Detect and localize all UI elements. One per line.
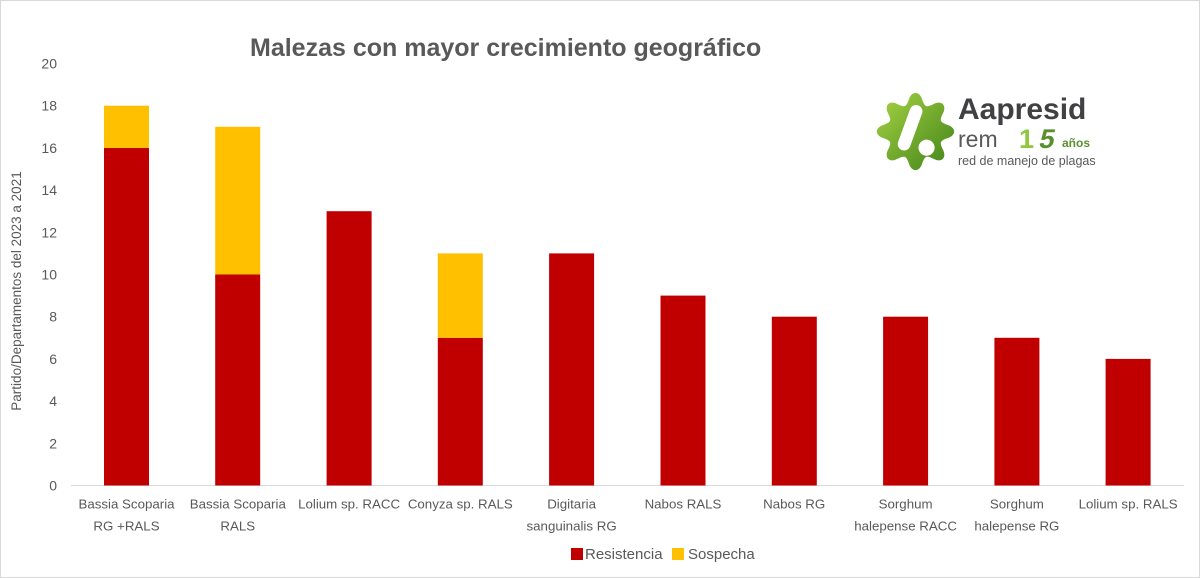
svg-text:rem: rem	[958, 126, 998, 152]
svg-text:halepense RACC: halepense RACC	[854, 519, 957, 534]
svg-text:12: 12	[41, 224, 57, 240]
svg-text:1: 1	[1019, 124, 1034, 154]
svg-text:0: 0	[49, 478, 57, 494]
svg-text:4: 4	[49, 393, 57, 409]
svg-text:Bassia Scoparia: Bassia Scoparia	[78, 497, 175, 512]
svg-text:años: años	[1062, 136, 1090, 150]
svg-text:RALS: RALS	[220, 519, 255, 534]
svg-text:halepense RG: halepense RG	[974, 519, 1059, 534]
svg-text:Bassia Scoparia: Bassia Scoparia	[190, 497, 287, 512]
svg-text:6: 6	[49, 351, 57, 367]
svg-text:5: 5	[1037, 123, 1059, 154]
svg-text:RG +RALS: RG +RALS	[93, 519, 159, 534]
svg-text:Sorghum: Sorghum	[990, 497, 1044, 512]
svg-text:Sospecha: Sospecha	[688, 546, 755, 563]
svg-text:18: 18	[41, 98, 57, 114]
svg-text:14: 14	[41, 182, 57, 198]
svg-text:Aapresid: Aapresid	[958, 93, 1086, 126]
svg-text:sanguinalis RG: sanguinalis RG	[527, 519, 617, 534]
svg-text:Resistencia: Resistencia	[585, 546, 663, 563]
svg-text:Lolium sp. RACC: Lolium sp. RACC	[298, 497, 400, 512]
svg-text:Sorghum: Sorghum	[879, 497, 933, 512]
svg-text:10: 10	[41, 267, 57, 283]
svg-text:red de manejo de plagas: red de manejo de plagas	[958, 154, 1096, 168]
svg-text:Partido/Departamentos del 2023: Partido/Departamentos del 2023 a 2021	[9, 171, 24, 410]
svg-text:Conyza sp. RALS: Conyza sp. RALS	[408, 497, 513, 512]
svg-text:Digitaria: Digitaria	[547, 497, 596, 512]
svg-text:20: 20	[41, 56, 57, 72]
svg-text:Lolium sp. RALS: Lolium sp. RALS	[1079, 497, 1178, 512]
svg-text:8: 8	[49, 309, 57, 325]
svg-text:2: 2	[49, 435, 57, 451]
svg-text:16: 16	[41, 140, 57, 156]
svg-text:Nabos RALS: Nabos RALS	[645, 497, 722, 512]
svg-text:Nabos RG: Nabos RG	[763, 497, 825, 512]
